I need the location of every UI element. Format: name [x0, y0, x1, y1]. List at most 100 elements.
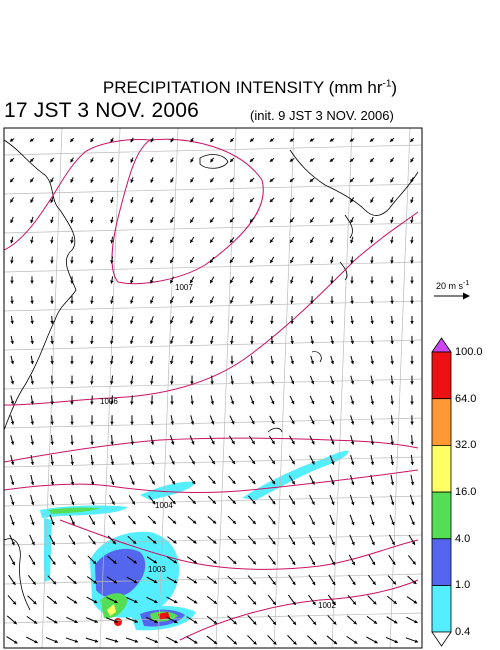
wind-arrowhead	[190, 360, 194, 365]
wind-arrowhead	[250, 300, 254, 304]
wind-arrowhead	[211, 460, 215, 465]
wind-arrowhead	[190, 199, 194, 203]
wind-arrowhead	[309, 138, 314, 142]
wind-arrowhead	[370, 481, 375, 486]
wind-arrowhead	[10, 300, 14, 304]
wind-arrowhead	[309, 198, 314, 203]
wind-arrowhead	[110, 138, 114, 143]
wind-arrowhead	[233, 640, 237, 645]
wind-arrowhead	[150, 279, 154, 284]
wind-arrowhead	[50, 158, 54, 163]
wind-arrowhead	[392, 561, 396, 565]
wind-arrowhead	[113, 580, 118, 584]
wind-arrowhead	[11, 541, 15, 546]
wind-arrowhead	[289, 219, 294, 223]
wind-arrowhead	[52, 580, 57, 585]
wind-arrowhead	[190, 381, 194, 385]
wind-arrowhead	[10, 219, 14, 223]
wind-arrowhead	[390, 199, 394, 203]
wind-arrowhead	[370, 441, 375, 445]
wind-arrowhead	[350, 441, 355, 445]
wind-arrowhead	[390, 138, 394, 142]
wind-arrowhead	[251, 420, 255, 425]
wind-arrowhead	[410, 219, 414, 224]
wind-arrowhead	[353, 640, 358, 644]
wind-arrowhead	[70, 240, 74, 244]
wind-arrowhead	[12, 581, 16, 585]
wind-arrowhead	[110, 421, 114, 425]
wind-arrowhead	[310, 340, 314, 345]
wind-arrowhead	[250, 400, 255, 405]
wind-arrowhead	[252, 540, 256, 545]
wind-arrowhead	[312, 601, 316, 605]
rain-coast	[44, 518, 52, 582]
wind-arrowhead	[250, 138, 254, 142]
scale-segment	[431, 444, 452, 493]
wind-arrowhead	[170, 381, 174, 385]
wind-arrowhead	[71, 541, 76, 545]
wind-arrowhead	[330, 340, 335, 345]
wind-arrowhead	[94, 639, 99, 643]
wind-arrowhead	[53, 600, 57, 604]
wind-arrowhead	[290, 380, 295, 385]
wind-arrowhead	[170, 138, 174, 143]
wind-arrowhead	[230, 300, 234, 304]
isobar-1004	[4, 437, 419, 463]
wind-arrowhead	[210, 178, 214, 183]
wind-arrowhead	[169, 340, 174, 344]
wind-arrowhead	[213, 640, 218, 644]
wind-arrowhead	[289, 198, 294, 203]
wind-arrowhead	[350, 199, 354, 203]
wind-arrowhead	[110, 441, 114, 445]
wind-arrowhead	[310, 239, 314, 243]
wind-arrowhead	[169, 360, 174, 365]
wind-arrowhead	[191, 441, 195, 445]
wind-arrowhead	[30, 240, 34, 244]
wind-arrowhead	[412, 561, 416, 565]
wind-arrowhead	[350, 360, 355, 365]
scale-label-100: 100.0	[455, 346, 483, 358]
wind-arrowhead	[190, 421, 195, 425]
wind-arrowhead	[410, 501, 415, 506]
wind-arrowhead	[311, 420, 315, 425]
wind-arrowhead	[213, 600, 217, 604]
wind-arrowhead	[370, 300, 374, 304]
isobar-label-1002: 1002	[318, 601, 336, 610]
wind-arrowhead	[90, 320, 94, 324]
wind-arrowhead	[130, 461, 135, 465]
wind-arrowhead	[10, 380, 15, 385]
wind-arrowhead	[290, 360, 295, 365]
wind-arrowhead	[50, 441, 54, 445]
wind-arrowhead	[230, 279, 234, 284]
wind-arrowhead	[130, 280, 134, 284]
wind-arrowhead	[270, 341, 274, 345]
wind-arrowhead	[30, 260, 34, 264]
wind-arrowhead	[290, 300, 294, 304]
wind-arrowhead	[370, 381, 375, 385]
wind-arrowhead	[210, 138, 214, 143]
wind-arrowhead	[130, 421, 134, 425]
wind-arrowhead	[50, 219, 54, 224]
wind-arrowhead	[249, 218, 254, 223]
wind-arrowhead	[289, 138, 294, 142]
wind-arrowhead	[410, 199, 414, 203]
wind-arrowhead	[410, 240, 414, 244]
wind-arrowhead	[370, 401, 375, 405]
wind-arrowhead	[70, 280, 74, 284]
isobar-1004-lower	[4, 469, 419, 494]
wind-arrowhead	[71, 501, 75, 506]
scale-segment	[431, 585, 452, 633]
wind-arrowhead	[110, 381, 114, 385]
wind-arrowhead	[291, 460, 295, 465]
wind-arrowhead	[190, 219, 194, 223]
wind-arrowhead	[252, 581, 256, 585]
wind-arrowhead	[350, 481, 355, 485]
wind-vectors	[6, 137, 419, 646]
wind-arrowhead	[272, 561, 276, 565]
wind-arrowhead	[210, 259, 214, 263]
wind-arrowhead	[291, 501, 295, 505]
wind-arrowhead	[249, 198, 254, 203]
wind-arrowhead	[170, 158, 174, 163]
wind-arrowhead	[30, 158, 34, 163]
wind-arrowhead	[350, 300, 354, 304]
